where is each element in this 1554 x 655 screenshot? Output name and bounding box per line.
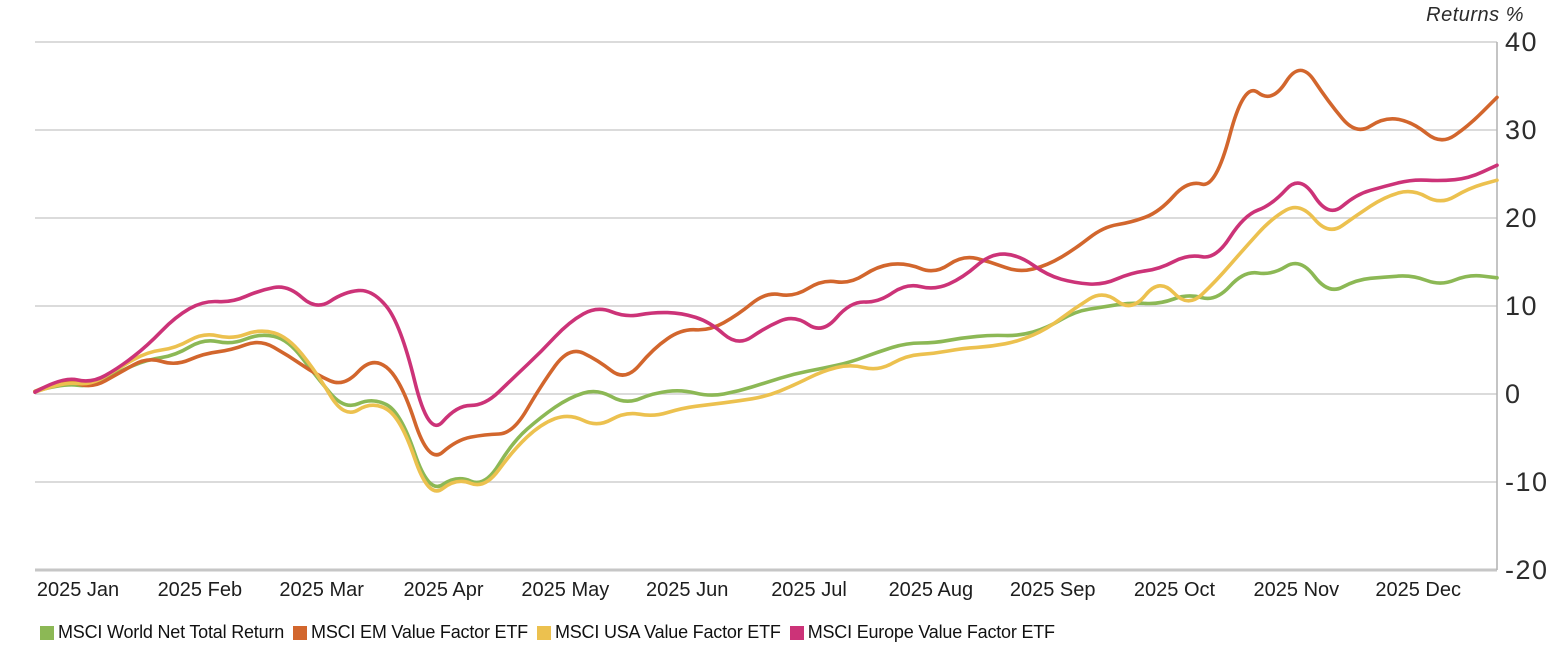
y-tick-label-30: 30 <box>1505 115 1538 145</box>
x-tick-label-2025-apr: 2025 Apr <box>403 579 483 601</box>
x-tick-label-2025-oct: 2025 Oct <box>1134 579 1216 601</box>
legend-swatch-icon <box>536 625 551 640</box>
x-tick-label-2025-mar: 2025 Mar <box>279 579 364 601</box>
y-tick-label-20: 20 <box>1505 203 1538 233</box>
series-line-msci-world-net-total-return <box>33 261 1499 489</box>
returns-chart: 40 30 20 10 0 -10 -20 2025 Jan 2025 Feb 2025 Mar… <box>33 27 1549 601</box>
x-tick-label-2025-feb: 2025 Feb <box>158 579 243 601</box>
y-axis-labels: 40 30 20 10 0 -10 -20 <box>1505 27 1549 585</box>
legend-item-msci-usa-value-factor-etf: MSCI USA Value Factor ETF <box>536 622 781 643</box>
x-tick-label-2025-aug: 2025 Aug <box>889 579 974 601</box>
legend: MSCI World Net Total Return MSCI EM Value… <box>40 622 1064 643</box>
y-tick-label--10: -10 <box>1505 467 1549 497</box>
series-lines <box>33 68 1499 493</box>
x-tick-label-2025-jun: 2025 Jun <box>646 579 728 601</box>
legend-label: MSCI EM Value Factor ETF <box>311 622 528 642</box>
y-tick-label--20: -20 <box>1505 555 1549 585</box>
chart-title: Returns % <box>1426 4 1524 26</box>
legend-item-msci-europe-value-factor-etf: MSCI Europe Value Factor ETF <box>789 622 1055 643</box>
x-tick-label-2025-dec: 2025 Dec <box>1375 579 1461 601</box>
x-tick-label-2025-jul: 2025 Jul <box>771 579 847 601</box>
y-tick-label-0: 0 <box>1505 379 1522 409</box>
series-line-msci-usa-value-factor-etf <box>33 178 1499 493</box>
legend-swatch-icon <box>40 625 54 640</box>
legend-swatch-icon <box>789 625 804 640</box>
x-axis-labels: 2025 Jan 2025 Feb 2025 Mar 2025 Apr 2025 May… <box>37 579 1461 601</box>
legend-item-msci-em-value-factor-etf: MSCI EM Value Factor ETF <box>293 622 528 643</box>
legend-label: MSCI Europe Value Factor ETF <box>807 622 1055 642</box>
x-tick-label-2025-nov: 2025 Nov <box>1254 579 1340 601</box>
legend-swatch-icon <box>293 625 308 640</box>
y-tick-label-40: 40 <box>1505 27 1538 57</box>
legend-label: MSCI USA Value Factor ETF <box>554 622 781 642</box>
series-line-msci-europe-value-factor-etf <box>33 163 1499 428</box>
x-tick-label-2025-may: 2025 May <box>521 579 609 601</box>
y-tick-label-10: 10 <box>1505 291 1538 321</box>
x-tick-label-2025-sep: 2025 Sep <box>1010 579 1096 601</box>
legend-item-msci-world-net-total-return: MSCI World Net Total Return <box>40 622 284 643</box>
gridlines <box>35 41 1497 572</box>
series-line-msci-em-value-factor-etf <box>33 68 1499 457</box>
x-tick-label-2025-jan: 2025 Jan <box>37 579 119 601</box>
legend-label: MSCI World Net Total Return <box>58 622 285 642</box>
